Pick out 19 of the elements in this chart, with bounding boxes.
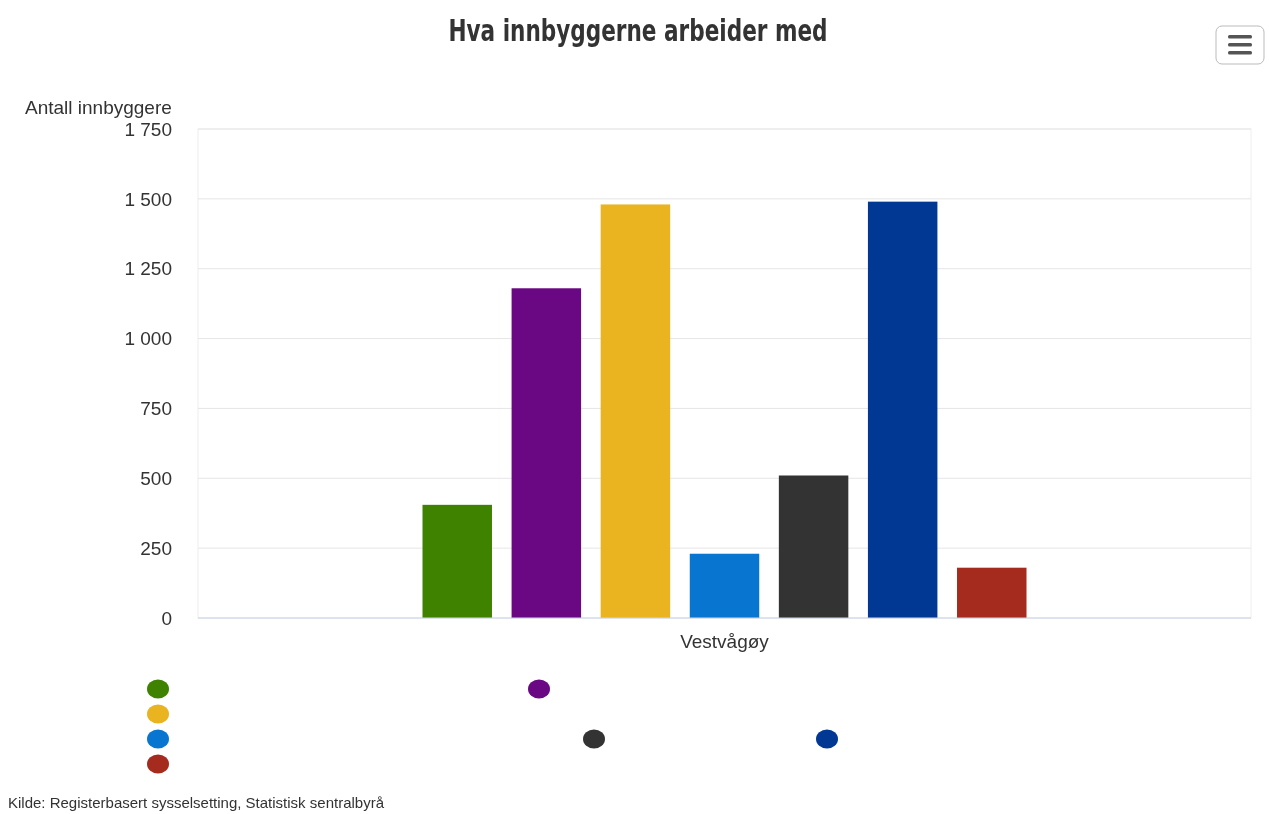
bar [600,204,671,618]
bar [867,201,938,618]
bar [689,553,760,618]
y-tick-label: 500 [140,467,172,489]
y-tick-label: 1 750 [124,118,172,140]
y-axis-title: Antall innbyggere [25,97,172,118]
bar [422,504,492,618]
bar [778,475,849,618]
text: Kilde: Registerbasert sysselsetting, Statistisk sentralbyrå [8,794,385,811]
bar [511,288,582,618]
y-tick-label: 0 [161,607,172,629]
y-tick-label: 750 [140,398,172,420]
y-tick-label: 1 500 [124,188,172,210]
y-tick-label: 1 250 [124,258,172,280]
chart-title: Hva innbyggerne arbeider med [448,13,828,48]
bar [957,567,1027,618]
y-tick-label: 1 000 [124,328,172,350]
x-tick-label: Vestvågøy [680,631,770,652]
y-tick-label: 250 [140,537,172,559]
